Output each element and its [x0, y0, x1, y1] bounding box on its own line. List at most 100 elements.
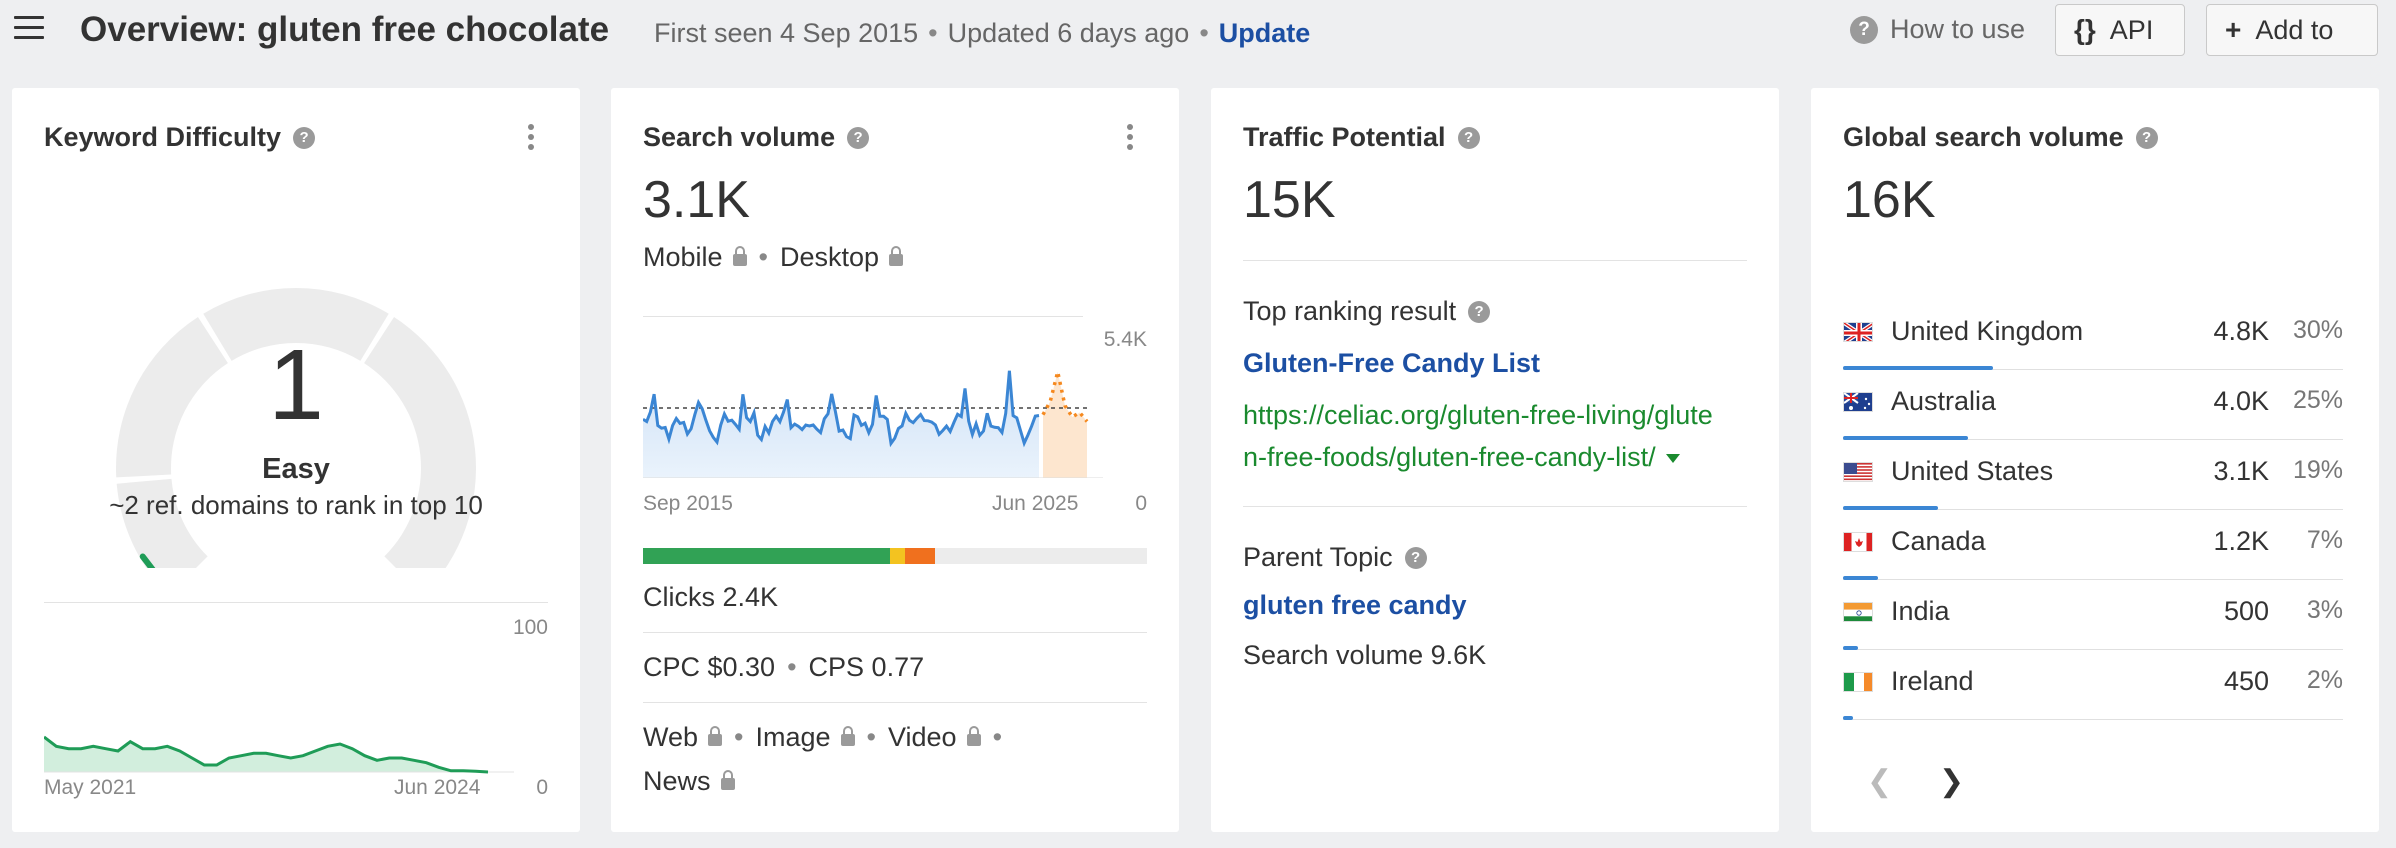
- country-name: Ireland: [1891, 666, 1974, 696]
- country-percent: 2%: [2306, 666, 2343, 694]
- parent-topic-link[interactable]: gluten free candy: [1243, 590, 1467, 620]
- country-row[interactable]: Ireland 450 2%: [1843, 650, 2343, 720]
- serp-web: Web: [643, 722, 699, 752]
- plus-icon: +: [2225, 14, 2242, 45]
- kd-x-start-label: May 2021: [44, 776, 137, 799]
- add-to-button-label: Add to: [2255, 14, 2334, 45]
- top-result-url-line-2: n-free-foods/gluten-free-candy-list/: [1243, 442, 1656, 472]
- kd-y-min-label: 0: [536, 776, 548, 799]
- api-button-label: API: [2109, 14, 2154, 45]
- kd-help-icon[interactable]: ?: [293, 126, 316, 149]
- lock-icon: [708, 726, 723, 746]
- flag-us-icon: [1843, 462, 1873, 482]
- braces-icon: {}: [2074, 14, 2096, 45]
- country-volume: 3.1K: [2213, 456, 2269, 486]
- country-row[interactable]: Australia 4.0K 25%: [1843, 370, 2343, 440]
- country-percent: 3%: [2306, 596, 2343, 624]
- prev-page-icon[interactable]: ❮: [1867, 765, 1893, 798]
- kd-more-icon[interactable]: [528, 124, 536, 154]
- country-share-bar: [1843, 506, 1938, 510]
- country-percent: 30%: [2292, 316, 2343, 344]
- flag-ie-icon: [1843, 672, 1873, 692]
- country-name: Canada: [1891, 526, 1986, 556]
- kd-history-chart: [44, 735, 514, 774]
- sv-forecast-line: [1041, 371, 1089, 423]
- top-result-url[interactable]: https://celiac.org/gluten-free-living/gl…: [1243, 394, 1713, 478]
- kd-description: ~2 ref. domains to rank in top 10: [109, 490, 483, 520]
- page-title: Overview: gluten free chocolate: [80, 10, 610, 49]
- country-row[interactable]: United Kingdom 4.8K 30%: [1843, 300, 2343, 370]
- country-volume: 4.0K: [2213, 386, 2269, 416]
- sv-trend-chart: [643, 370, 1103, 478]
- gauge-segment-3: [203, 288, 389, 361]
- country-row[interactable]: India 500 3%: [1843, 580, 2343, 650]
- country-volume: 1.2K: [2213, 526, 2269, 556]
- country-share-bar: [1843, 436, 1968, 440]
- sv-area: [643, 370, 1039, 478]
- flag-ca-icon: [1843, 532, 1873, 552]
- kd-line: [44, 735, 489, 774]
- country-name: Australia: [1891, 386, 1997, 416]
- kd-rating: Easy: [262, 453, 330, 485]
- click-segment-4: [935, 548, 1147, 564]
- kd-gauge: [116, 288, 476, 568]
- first-seen: First seen 4 Sep 2015: [654, 18, 919, 48]
- sv-y-min-label: 0: [1135, 492, 1147, 515]
- menu-icon[interactable]: [14, 16, 44, 42]
- sv-line: [643, 370, 1040, 448]
- gauge-segment-2: [116, 317, 228, 478]
- country-row[interactable]: Canada 1.2K 7%: [1843, 510, 2343, 580]
- sv-y-max-label: 5.4K: [1103, 328, 1147, 351]
- sv-forecast-area: [1043, 371, 1087, 478]
- click-segment-3: [905, 548, 936, 564]
- sv-more-icon[interactable]: [1127, 124, 1135, 154]
- lock-icon: [889, 246, 904, 266]
- gsv-title: Global search volume: [1843, 122, 2124, 152]
- parent-topic-help-icon[interactable]: ?: [1404, 546, 1427, 569]
- gauge-indicator: [139, 553, 156, 568]
- country-percent: 7%: [2306, 526, 2343, 554]
- click-segment-2: [889, 548, 906, 564]
- country-name: India: [1891, 596, 1950, 626]
- tp-title: Traffic Potential: [1243, 122, 1446, 152]
- add-to-button[interactable]: + Add to: [2206, 4, 2378, 56]
- sv-x-end-label: Jun 2025: [992, 492, 1079, 515]
- updated-text: Updated 6 days ago: [947, 18, 1190, 48]
- serp-news: News: [643, 766, 711, 796]
- kd-x-end-label: Jun 2024: [394, 776, 481, 799]
- click-segment-1: [643, 548, 890, 564]
- global-search-volume-card: Global search volume ? 16K United Kingdo…: [1811, 88, 2379, 832]
- api-button[interactable]: {} API: [2055, 4, 2185, 56]
- country-share-bar: [1843, 716, 1853, 720]
- sv-help-icon[interactable]: ?: [847, 126, 870, 149]
- parent-topic-volume: Search volume 9.6K: [1243, 640, 1487, 670]
- top-result-help-icon[interactable]: ?: [1468, 300, 1491, 323]
- serp-image: Image: [755, 722, 831, 752]
- update-link[interactable]: Update: [1218, 18, 1311, 48]
- caret-down-icon[interactable]: [1665, 454, 1680, 464]
- country-row[interactable]: United States 3.1K 19%: [1843, 440, 2343, 510]
- gauge-segment-1: [116, 478, 208, 568]
- sv-value: 3.1K: [643, 171, 750, 229]
- next-page-icon[interactable]: ❯: [1939, 765, 1965, 798]
- country-share-bar: [1843, 576, 1878, 580]
- gsv-value: 16K: [1843, 171, 1936, 229]
- lock-icon: [720, 770, 735, 790]
- lock-icon: [732, 246, 747, 266]
- country-share-bar: [1843, 646, 1858, 650]
- kd-score: 1: [268, 329, 324, 441]
- keyword-difficulty-card: Keyword Difficulty ? 1 Easy ~2 ref. doma…: [12, 88, 580, 832]
- search-volume-card: Search volume ? 3.1K Mobile • Desktop 5.4K…: [611, 88, 1179, 832]
- country-volume: 450: [2223, 666, 2269, 696]
- tp-help-icon[interactable]: ?: [1457, 126, 1480, 149]
- country-name: United Kingdom: [1891, 316, 2084, 346]
- traffic-potential-card: Traffic Potential ? 15K Top ranking resu…: [1211, 88, 1779, 832]
- sv-clicks: Clicks 2.4K: [643, 582, 779, 612]
- top-result-title[interactable]: Gluten-Free Candy List: [1243, 348, 1541, 378]
- how-to-use-link[interactable]: ? How to use: [1850, 14, 2025, 45]
- flag-in-icon: [1843, 602, 1873, 622]
- country-volume: 500: [2223, 596, 2269, 626]
- kd-y-max-label: 100: [512, 616, 548, 639]
- gsv-help-icon[interactable]: ?: [2135, 126, 2158, 149]
- lock-icon: [966, 726, 981, 746]
